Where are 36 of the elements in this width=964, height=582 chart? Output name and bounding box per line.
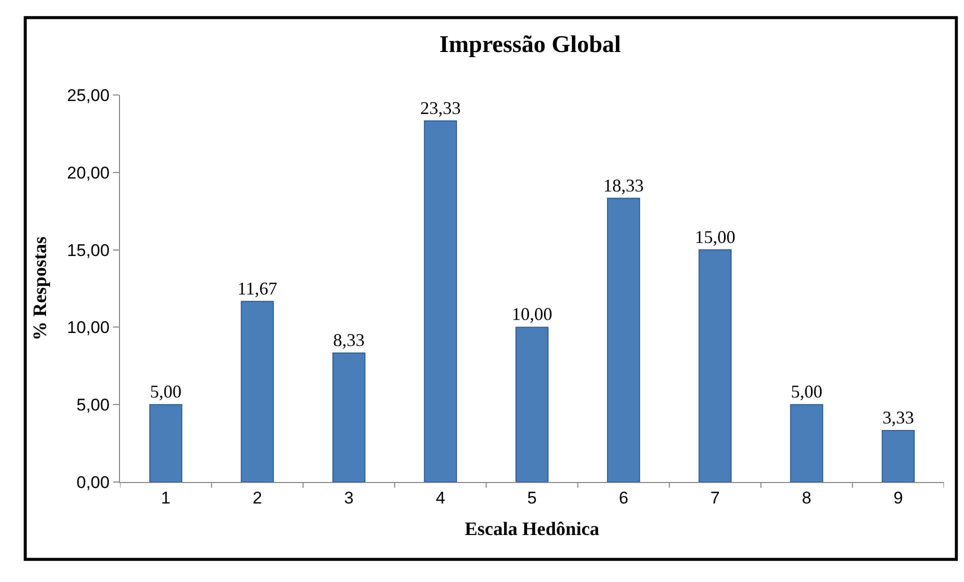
bar [240,300,274,482]
y-tick-label: 25,00 [67,86,110,105]
bar [607,198,640,482]
bar [515,326,549,482]
x-tick-label: 1 [161,488,171,508]
y-tick-label: 20,00 [67,163,110,182]
bar [882,430,915,482]
data-label: 3,33 [882,407,914,428]
chart-title: Impressão Global [439,32,622,58]
bar [149,404,182,482]
data-label: 18,33 [603,175,644,196]
data-label: 23,33 [420,98,461,118]
data-label: 5,00 [790,382,822,402]
x-axis-title: Escala Hedônica [464,519,600,540]
data-label: 8,33 [333,330,365,350]
bar [790,404,824,482]
y-tick-label: 15,00 [67,240,110,260]
data-label: 5,00 [150,382,182,402]
x-tick-label: 8 [802,488,812,508]
bar [424,120,457,482]
y-tick-label: 10,00 [67,318,110,338]
bar [332,352,366,482]
x-tick-label: 5 [527,488,537,508]
x-tick-label: 9 [893,488,903,508]
x-tick-label: 3 [344,488,354,508]
x-tick-label: 2 [252,488,262,508]
y-tick-label: 0,00 [76,472,110,492]
data-label: 10,00 [512,304,552,324]
x-tick-label: 7 [710,488,720,508]
data-label: 15,00 [694,226,736,247]
y-tick-label: 5,00 [76,396,110,415]
bar [698,249,732,482]
x-tick-label: 4 [436,488,446,508]
data-label: 11,67 [237,278,278,298]
y-axis-title: % Respostas [30,236,51,340]
x-tick-label: 6 [618,488,628,508]
